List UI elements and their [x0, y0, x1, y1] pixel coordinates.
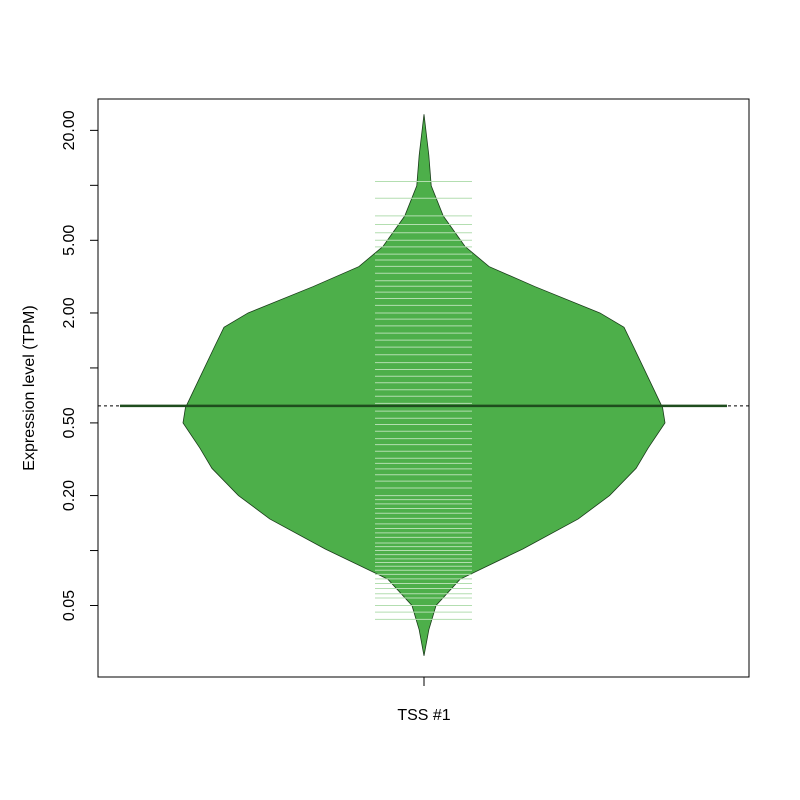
y-axis-label: Expression level (TPM) — [21, 305, 38, 470]
y-tick-label: 5.00 — [61, 225, 78, 256]
x-tick-label: TSS #1 — [397, 707, 450, 724]
y-tick-label: 20.00 — [61, 110, 78, 150]
bean — [182, 114, 666, 656]
y-tick-label: 0.50 — [61, 407, 78, 438]
y-tick-label: 2.00 — [61, 297, 78, 328]
y-tick-label: 0.05 — [61, 590, 78, 621]
y-tick-label: 0.20 — [61, 480, 78, 511]
